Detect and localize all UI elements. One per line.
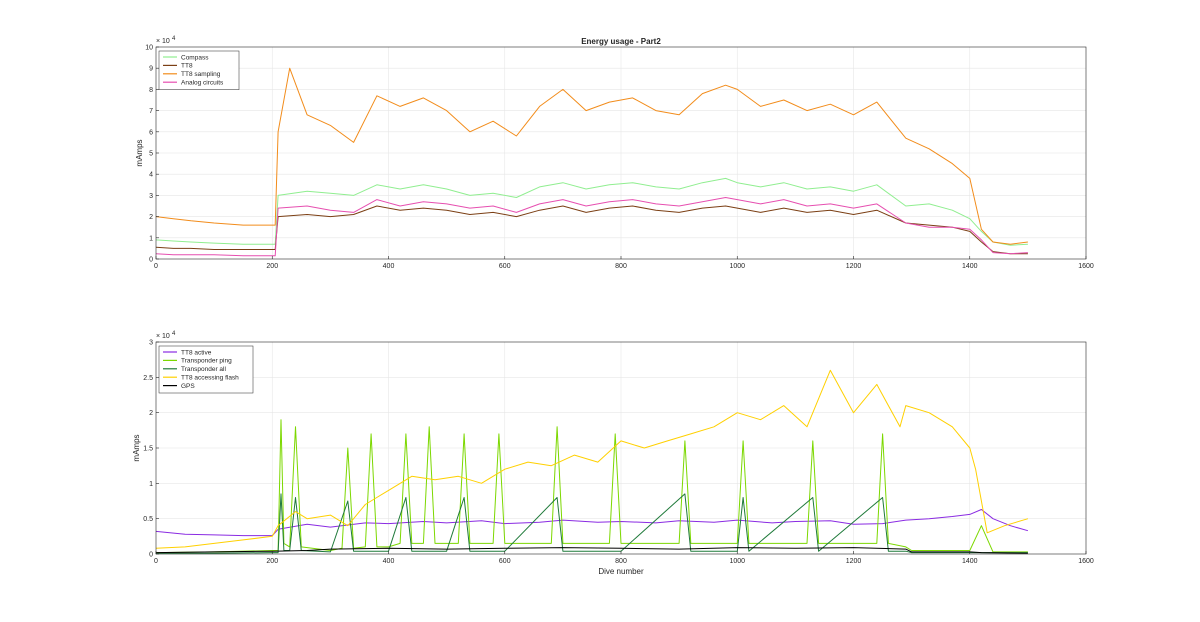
axis-ticks: 0 200 400 600 800 1000 1200 1400 1600 0 0.5 1 1.5 2 2.… [143,340,1094,566]
x-tick-label: 1600 [1078,263,1094,270]
x-tick-label: 1000 [729,263,745,270]
x-tick-label: 600 [499,263,511,270]
legend-label: TT8 sampling [181,71,221,78]
y-exponent-base: × 10 [156,38,170,45]
grid-lines [156,47,1086,259]
series-line-analog [155,197,1028,257]
y-tick-label: 3 [149,340,153,347]
x-tick-label: 0 [154,558,158,565]
x-tick-label: 800 [615,558,627,565]
y-exponent: × 10 4 [156,331,176,340]
series-line-compass [155,177,1028,246]
y-tick-label: 1 [149,481,153,488]
x-tick-label: 1600 [1078,558,1094,565]
y-axis-label: mAmps [132,434,141,461]
x-tick-label: 1200 [846,558,862,565]
y-exponent-power: 4 [172,331,176,337]
x-tick-label: 800 [615,263,627,270]
legend-label: TT8 accessing flash [181,375,239,382]
series-line-tt8_active [155,509,1029,537]
x-tick-label: 0 [154,263,158,270]
y-tick-label: 9 [149,66,153,73]
y-exponent-base: × 10 [156,333,170,340]
y-tick-label: 0 [149,552,153,559]
x-tick-label: 1400 [962,558,978,565]
x-tick-label: 400 [383,263,395,270]
series-line-tt8_flash [155,369,1029,549]
y-tick-label: 5 [149,151,153,158]
legend-label: TT8 [181,63,193,70]
x-tick-label: 600 [499,558,511,565]
y-tick-label: 2.5 [143,375,153,382]
y-exponent-power: 4 [172,36,176,42]
x-tick-label: 200 [266,558,278,565]
y-axis-label: mAmps [135,139,144,166]
x-tick-label: 200 [266,263,278,270]
series-line-gps [155,547,1028,554]
x-tick-label: 1200 [846,263,862,270]
y-tick-label: 3 [149,193,153,200]
axis-ticks: 0 200 400 600 800 1000 1200 1400 1600 0 1 2 3 4 5 6 7 8 9 1… [145,45,1094,271]
y-tick-label: 2 [149,410,153,417]
y-tick-label: 7 [149,108,153,115]
y-tick-label: 0 [149,257,153,264]
legend-label: GPS [181,383,195,390]
top-energy-chart: Energy usage - Part2 0 200 400 600 800 1000 12… [135,36,1094,270]
y-tick-label: 4 [149,172,153,179]
y-tick-label: 6 [149,129,153,136]
series-lines [155,67,1028,257]
series-line-tt8 [155,205,1028,255]
legend-label: TT8 active [181,349,212,356]
chart-title: Energy usage - Part2 [581,37,661,46]
x-axis-label: Dive number [598,567,644,576]
y-tick-label: 1.5 [143,446,153,453]
y-tick-label: 1 [149,235,153,242]
y-tick-label: 2 [149,214,153,221]
series-lines [155,369,1029,554]
x-tick-label: 400 [383,558,395,565]
bottom-energy-chart: 0 200 400 600 800 1000 1200 1400 1600 0 0.5 1 1.5 2 2.… [132,331,1094,576]
y-tick-label: 8 [149,87,153,94]
legend-label: Transponder ping [181,358,232,365]
x-tick-label: 1000 [729,558,745,565]
legend-label: Analog circuits [181,80,224,87]
y-tick-label: 10 [145,45,153,52]
legend-label: Transponder all [181,366,226,373]
x-tick-label: 1400 [962,263,978,270]
y-tick-label: 0.5 [143,516,153,523]
y-exponent: × 10 4 [156,36,176,45]
series-line-tt8_sampling [155,67,1028,245]
legend-label: Compass [181,54,209,61]
